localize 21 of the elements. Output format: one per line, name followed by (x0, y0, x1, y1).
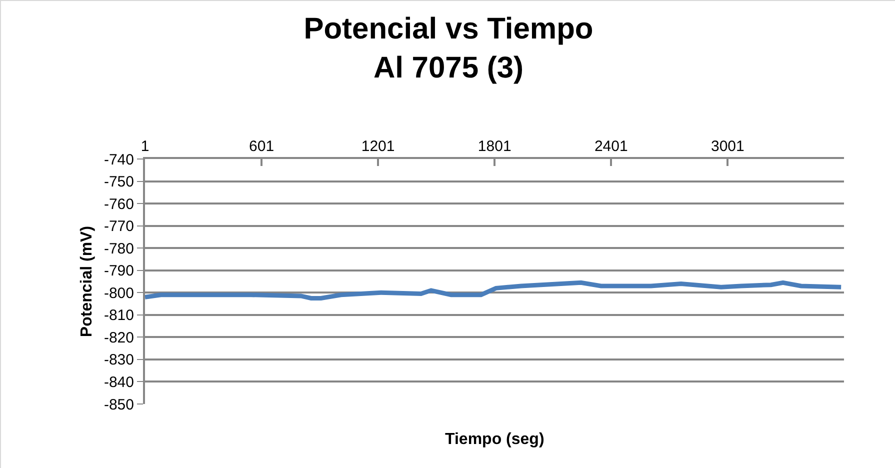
y-tick-label: -840 (104, 374, 134, 391)
y-tick-label: -750 (104, 174, 134, 191)
y-axis-title: Potencial (mV) (78, 226, 96, 338)
y-tick-label: -830 (104, 352, 134, 369)
y-tick-label: -760 (104, 196, 134, 213)
x-tick-label: 601 (249, 138, 274, 155)
y-tick-label: -780 (104, 240, 134, 258)
y-tick-label: -740 (104, 151, 134, 168)
x-tick-label: 1 (140, 138, 150, 155)
y-tick-label: -850 (104, 396, 134, 414)
x-tick-label: 1801 (478, 138, 512, 155)
y-tick-label: -790 (104, 262, 134, 280)
y-tick-label: -810 (104, 307, 134, 324)
x-tick-label: 2401 (594, 138, 628, 155)
x-tick-label: 3001 (710, 138, 744, 155)
y-tick-label: -770 (104, 218, 134, 236)
y-tick-label: -820 (104, 329, 134, 346)
x-axis-title: Tiempo (seg) (445, 431, 544, 448)
chart-title: Potencial vs Tiempo Al 7075 (3) (304, 12, 594, 84)
x-tick-label: 1201 (361, 138, 395, 155)
y-tick-label: -800 (104, 284, 134, 302)
